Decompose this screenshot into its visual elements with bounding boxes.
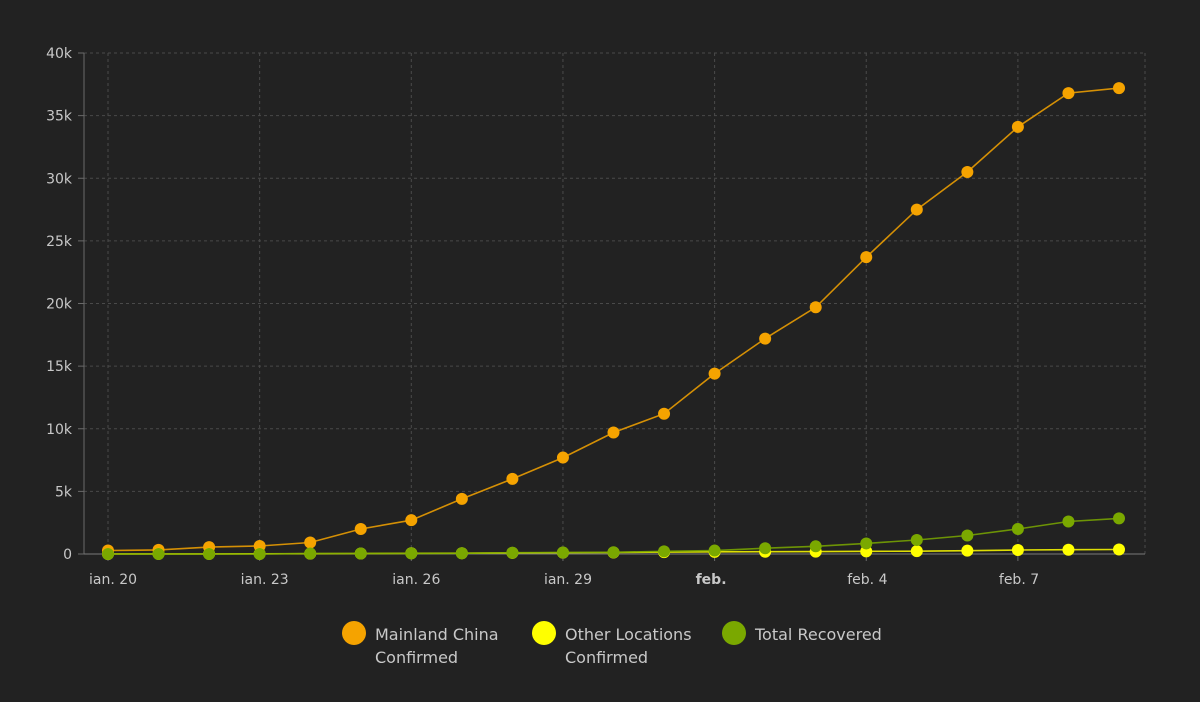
legend-item[interactable]: Other Locations Confirmed [532,621,692,667]
x-tick-label: ian. 23 [241,572,289,588]
y-tick-label: 15k [46,359,73,375]
data-point[interactable] [607,546,620,559]
data-point[interactable] [203,548,216,560]
legend-label: Mainland China [375,625,499,644]
x-tick-label: ian. 26 [392,572,440,588]
data-point[interactable] [910,534,923,547]
legend-swatch [532,621,556,645]
legend-label: Confirmed [375,648,458,667]
legend-label: Other Locations [565,625,692,644]
y-tick-label: 20k [46,297,73,313]
data-point[interactable] [1113,512,1125,525]
data-point[interactable] [961,165,974,178]
data-point[interactable] [556,451,569,464]
legend-label: Total Recovered [754,625,882,644]
data-point[interactable] [1113,543,1125,556]
y-tick-label: 10k [46,422,73,438]
data-point[interactable] [1011,120,1024,133]
data-point[interactable] [1011,522,1024,535]
data-point[interactable] [102,548,114,560]
legend-swatch [722,621,746,645]
data-point[interactable] [1062,543,1075,556]
data-point[interactable] [910,545,923,558]
data-point[interactable] [405,514,418,527]
y-tick-label: 30k [46,171,73,187]
data-point[interactable] [961,544,974,557]
data-point[interactable] [1011,544,1024,557]
data-point[interactable] [1062,87,1075,100]
data-point[interactable] [455,492,468,505]
data-point[interactable] [354,547,367,560]
data-point[interactable] [253,548,266,560]
legend-item[interactable]: Total Recovered [722,621,882,645]
data-point[interactable] [354,522,367,535]
grid-lines [84,52,1146,554]
legend[interactable]: Mainland China Confirmed Other Locations Co… [342,621,882,667]
data-point[interactable] [304,536,317,549]
data-point[interactable] [556,546,569,559]
axes: 0 5k 10k 15k 20k 25k 30k 35k 40k ian. 20 ian. 23 ia… [46,46,1145,588]
x-tick-label: feb. [696,572,727,588]
data-point[interactable] [658,545,671,558]
data-point[interactable] [152,548,165,560]
data-point[interactable] [759,542,772,555]
data-point[interactable] [910,203,923,216]
legend-swatch [342,621,366,645]
x-tick-label: feb. 7 [999,572,1039,588]
data-point[interactable] [1113,82,1125,95]
legend-item[interactable]: Mainland China Confirmed [342,621,499,667]
y-tick-label: 5k [55,484,73,500]
data-point[interactable] [961,529,974,542]
x-tick-label: feb. 4 [847,572,887,588]
data-point[interactable] [809,301,822,314]
data-point[interactable] [1062,515,1075,528]
data-point[interactable] [708,367,721,380]
data-point[interactable] [455,547,468,560]
y-tick-label: 25k [46,234,73,250]
data-point[interactable] [809,540,822,553]
data-point[interactable] [506,546,519,559]
x-tick-label: ian. 20 [89,572,137,588]
y-tick-label: 35k [46,109,73,125]
data-point[interactable] [506,472,519,485]
y-tick-label: 0 [63,547,72,563]
data-point[interactable] [860,537,873,550]
data-point[interactable] [607,426,620,439]
data-point[interactable] [405,547,418,560]
y-tick-label: 40k [46,46,73,62]
legend-label: Confirmed [565,648,648,667]
data-point[interactable] [860,251,873,264]
x-tick-label: ian. 29 [544,572,592,588]
data-point[interactable] [658,407,671,420]
data-point[interactable] [708,544,721,557]
series-plot [102,82,1125,560]
data-point[interactable] [759,332,772,345]
data-point[interactable] [304,547,317,560]
